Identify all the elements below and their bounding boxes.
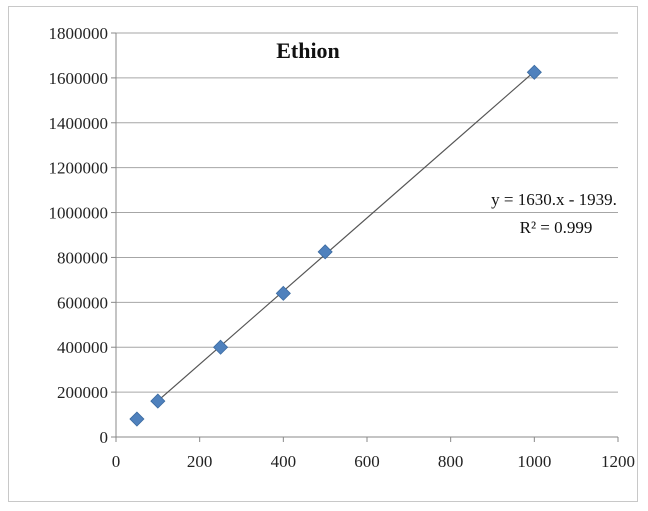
y-tick-label: 400000	[57, 338, 108, 357]
data-point-marker	[317, 244, 333, 260]
x-tick-label: 200	[187, 452, 213, 471]
y-tick-label: 800000	[57, 248, 108, 267]
x-tick-label: 0	[112, 452, 121, 471]
x-tick-label: 1200	[601, 452, 635, 471]
y-tick-label: 1200000	[49, 159, 109, 178]
trendline-group	[157, 71, 535, 402]
chart-title: Ethion	[276, 38, 340, 63]
y-tick-label: 1600000	[49, 69, 109, 88]
y-tick-label: 600000	[57, 293, 108, 312]
x-tick-label: 600	[354, 452, 380, 471]
data-point-marker	[129, 411, 145, 427]
gridlines	[116, 32, 618, 393]
x-tick-label: 400	[271, 452, 297, 471]
y-tick-label: 0	[100, 428, 109, 447]
data-point-marker	[526, 64, 542, 80]
data-points	[129, 64, 542, 427]
y-tick-label: 1800000	[49, 24, 109, 43]
x-tick-label: 1000	[517, 452, 551, 471]
y-tick-label: 1000000	[49, 204, 109, 223]
x-tick-labels: 0 200 400 600 800 1000 1200	[112, 452, 635, 471]
data-point-marker	[150, 393, 166, 409]
data-point-marker	[275, 285, 291, 301]
trendline	[157, 71, 535, 402]
y-tick-label: 200000	[57, 383, 108, 402]
y-tick-label: 1400000	[49, 114, 109, 133]
x-tick-label: 800	[438, 452, 464, 471]
axes	[111, 32, 619, 442]
trendline-r-squared: R² = 0.999	[520, 218, 593, 237]
trendline-equation: y = 1630.x - 1939.	[491, 190, 617, 209]
data-point-marker	[213, 339, 229, 355]
y-tick-labels: 0 200000 400000 600000 800000 1000000 1200000 1…	[49, 24, 109, 447]
